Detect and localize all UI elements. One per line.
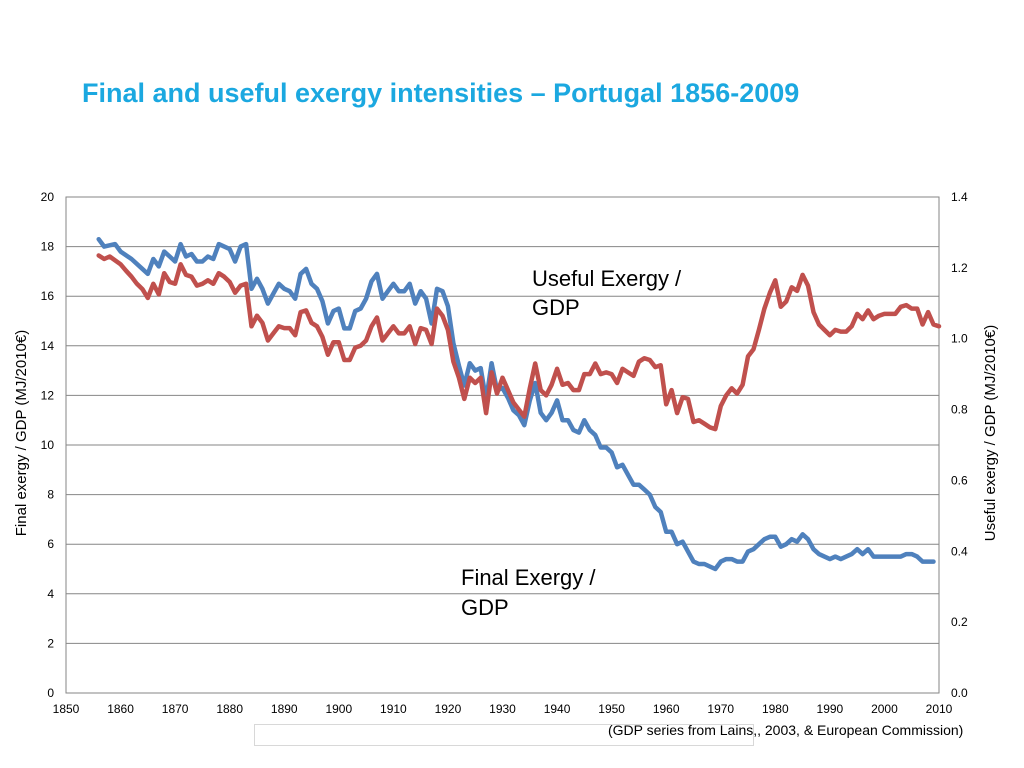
y-right-tick-label: 1.0 bbox=[951, 332, 968, 346]
plot-area bbox=[65, 196, 940, 694]
y-left-tick-label: 0 bbox=[47, 686, 54, 700]
annotation-final-line-2: GDP bbox=[461, 595, 509, 620]
x-tick-label: 1860 bbox=[107, 702, 134, 716]
annotation-useful-line-2: GDP bbox=[532, 295, 580, 320]
y-left-tick-label: 10 bbox=[41, 438, 55, 452]
y-left-tick-label: 6 bbox=[47, 537, 54, 551]
x-tick-label: 1850 bbox=[53, 702, 80, 716]
x-tick-label: 1990 bbox=[817, 702, 844, 716]
x-tick-label: 1930 bbox=[489, 702, 516, 716]
x-tick-label: 1980 bbox=[762, 702, 789, 716]
gridlines bbox=[66, 246, 939, 644]
series-lines bbox=[96, 236, 942, 572]
y-right-tick-label: 1.2 bbox=[951, 261, 968, 275]
y-right-tick-label: 0.2 bbox=[951, 615, 968, 629]
source-note-box bbox=[254, 724, 754, 746]
x-tick-label: 1940 bbox=[544, 702, 571, 716]
x-tick-label: 1880 bbox=[216, 702, 243, 716]
annotation-useful-line-1: Useful Exergy / bbox=[532, 266, 682, 291]
x-tick-label: 1920 bbox=[435, 702, 462, 716]
x-tick-label: 1970 bbox=[707, 702, 734, 716]
slide-title: Final and useful exergy intensities – Po… bbox=[82, 78, 800, 108]
x-tick-label: 1900 bbox=[325, 702, 352, 716]
y-left-tick-label: 20 bbox=[41, 190, 55, 204]
x-tick-label: 1950 bbox=[598, 702, 625, 716]
y-right-tick-label: 0.4 bbox=[951, 544, 968, 558]
y-left-tick-label: 2 bbox=[47, 636, 54, 650]
source-note: (GDP series from Lains,, 2003, & Europea… bbox=[608, 722, 964, 738]
y-axis-right-title: Useful exergy / GDP (MJ/2010€) bbox=[982, 325, 999, 541]
y-left-tick-label: 12 bbox=[41, 388, 55, 402]
y-left-tick-label: 16 bbox=[41, 289, 55, 303]
x-tick-label: 1960 bbox=[653, 702, 680, 716]
x-tick-label: 2010 bbox=[926, 702, 953, 716]
y-left-tick-label: 8 bbox=[47, 488, 54, 502]
tick-labels: 0 2 4 6 8 10 12 14 16 18 20 0.0 0.2 0.4 0.6 0.8 1.0 1.2 1.… bbox=[41, 190, 968, 716]
y-left-tick-label: 18 bbox=[41, 240, 55, 254]
y-right-tick-label: 0.6 bbox=[951, 473, 968, 487]
y-right-tick-label: 0.8 bbox=[951, 403, 968, 417]
y-right-tick-label: 1.4 bbox=[951, 190, 968, 204]
x-tick-label: 1910 bbox=[380, 702, 407, 716]
x-tick-label: 1870 bbox=[162, 702, 189, 716]
y-right-tick-label: 0.0 bbox=[951, 686, 968, 700]
y-axis-left-title: Final exergy / GDP (MJ/2010€) bbox=[13, 330, 30, 536]
annotation-final-line-1: Final Exergy / bbox=[461, 565, 596, 590]
x-tick-label: 1890 bbox=[271, 702, 298, 716]
y-left-tick-label: 14 bbox=[41, 339, 55, 353]
series-line-useful-exergy-gdp bbox=[96, 253, 942, 432]
y-left-tick-label: 4 bbox=[47, 587, 54, 601]
x-tick-label: 2000 bbox=[871, 702, 898, 716]
